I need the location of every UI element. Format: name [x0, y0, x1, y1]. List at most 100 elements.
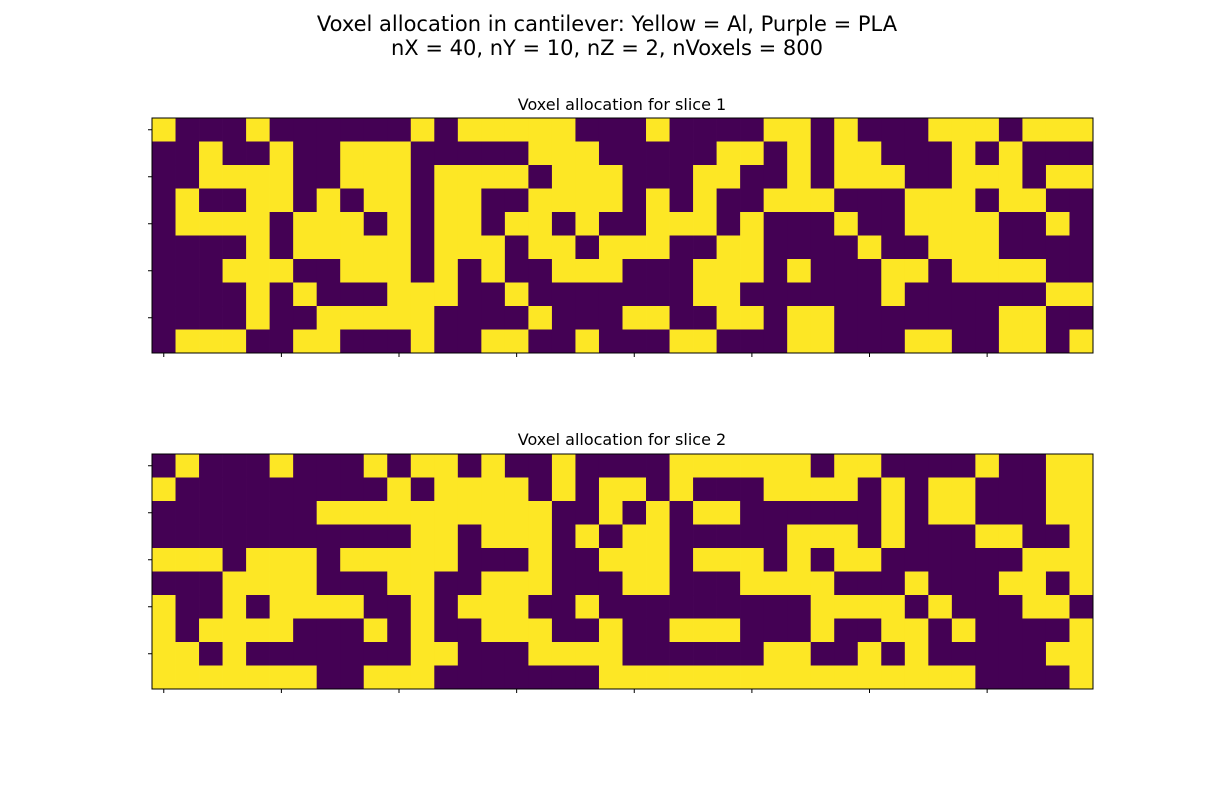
voxel-cell: [693, 212, 717, 236]
voxel-cell: [575, 212, 600, 236]
voxel-cell: [363, 306, 388, 330]
voxel-cell: [246, 454, 270, 478]
voxel-cell: [669, 524, 694, 549]
voxel-cell: [481, 454, 506, 478]
voxel-cell: [834, 548, 859, 572]
voxel-cell: [763, 235, 788, 260]
voxel-cell: [622, 665, 647, 690]
voxel-cell: [340, 665, 365, 690]
voxel-cell: [481, 501, 506, 525]
voxel-cell: [457, 477, 482, 502]
voxel-cell: [998, 595, 1023, 619]
voxel-cell: [199, 618, 223, 643]
voxel-cell: [175, 642, 200, 666]
voxel-cell: [434, 306, 459, 330]
voxel-cell: [222, 118, 247, 142]
voxel-cell: [316, 454, 341, 478]
voxel-cell: [504, 188, 529, 213]
voxel-cell: [152, 188, 176, 213]
voxel-cell: [622, 118, 647, 142]
voxel-cell: [363, 665, 388, 690]
voxel-cell: [693, 306, 717, 330]
voxel-cell: [951, 571, 976, 596]
voxel-cell: [387, 282, 412, 307]
voxel-cell: [716, 306, 741, 330]
voxel-cell: [410, 595, 435, 619]
voxel-cell: [904, 165, 929, 189]
voxel-cell: [787, 212, 812, 236]
voxel-cell: [410, 454, 435, 478]
voxel-cell: [834, 141, 859, 166]
voxel-cell: [528, 329, 553, 354]
voxel-cell: [175, 212, 200, 236]
voxel-cell: [575, 306, 600, 330]
voxel-cell: [998, 259, 1023, 283]
voxel-cell: [528, 118, 553, 142]
voxel-cell: [340, 259, 365, 283]
voxel-cell: [481, 188, 506, 213]
voxel-cell: [387, 188, 412, 213]
voxel-cell: [951, 477, 976, 502]
voxel-cell: [175, 118, 200, 142]
voxel-cell: [669, 665, 694, 690]
voxel-cell: [410, 118, 435, 142]
voxel-cell: [269, 524, 294, 549]
voxel-cell: [669, 548, 694, 572]
voxel-cell: [951, 118, 976, 142]
voxel-cell: [1045, 524, 1070, 549]
voxel-cell: [1045, 454, 1070, 478]
voxel-cell: [857, 524, 882, 549]
voxel-cell: [646, 141, 670, 166]
voxel-cell: [740, 524, 764, 549]
voxel-cell: [598, 235, 623, 260]
voxel-cell: [410, 665, 435, 690]
voxel-cell: [316, 571, 341, 596]
voxel-cell: [763, 595, 788, 619]
voxel-cell: [504, 595, 529, 619]
voxel-cell: [175, 259, 200, 283]
voxel-cell: [551, 501, 576, 525]
voxel-cell: [693, 118, 717, 142]
voxel-cell: [504, 571, 529, 596]
voxel-cell: [857, 235, 882, 260]
voxel-cell: [528, 282, 553, 307]
voxel-cell: [528, 235, 553, 260]
voxel-cell: [716, 259, 741, 283]
voxel-cell: [763, 259, 788, 283]
voxel-cell: [222, 571, 247, 596]
voxel-cell: [646, 188, 670, 213]
voxel-cell: [951, 618, 976, 643]
voxel-cell: [857, 329, 882, 354]
voxel-cell: [975, 235, 1000, 260]
voxel-cell: [763, 477, 788, 502]
voxel-cell: [975, 595, 1000, 619]
voxel-cell: [787, 165, 812, 189]
voxel-cell: [693, 454, 717, 478]
voxel-cell: [175, 618, 200, 643]
voxel-cell: [622, 595, 647, 619]
voxel-cell: [387, 524, 412, 549]
voxel-cell: [199, 477, 223, 502]
voxel-cell: [316, 595, 341, 619]
voxel-cell: [504, 235, 529, 260]
voxel-cell: [175, 454, 200, 478]
voxel-cell: [787, 524, 812, 549]
voxel-cell: [340, 548, 365, 572]
voxel-cell: [316, 501, 341, 525]
voxel-cell: [857, 306, 882, 330]
voxel-cell: [669, 212, 694, 236]
voxel-cell: [575, 477, 600, 502]
voxel-cell: [740, 282, 764, 307]
voxel-cell: [740, 501, 764, 525]
voxel-cell: [669, 501, 694, 525]
voxel-cell: [528, 165, 553, 189]
voxel-cell: [316, 524, 341, 549]
voxel-cell: [222, 212, 247, 236]
voxel-cell: [575, 141, 600, 166]
voxel-cell: [1022, 665, 1047, 690]
voxel-cell: [551, 235, 576, 260]
voxel-cell: [575, 454, 600, 478]
voxel-cell: [787, 665, 812, 690]
voxel-cell: [646, 118, 670, 142]
voxel-cell: [246, 618, 270, 643]
